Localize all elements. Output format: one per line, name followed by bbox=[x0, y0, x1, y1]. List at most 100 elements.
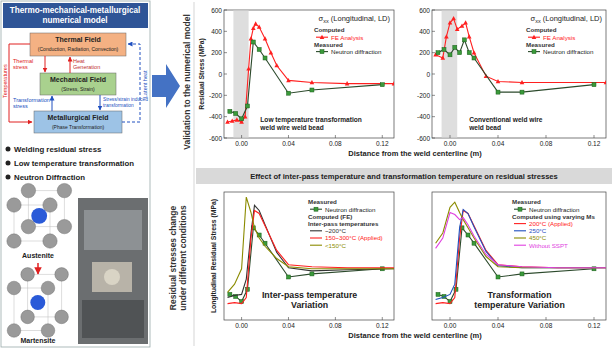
data-point bbox=[263, 36, 268, 40]
legend-text: <150°C bbox=[325, 242, 346, 249]
data-point bbox=[451, 16, 456, 20]
y-tick bbox=[224, 52, 227, 53]
atom bbox=[21, 310, 35, 324]
atom-center bbox=[31, 208, 47, 224]
plot-frame bbox=[432, 192, 606, 320]
x-tick-label: 0.00 bbox=[444, 322, 457, 329]
annotation: Low temperature transformation bbox=[260, 116, 362, 124]
atom bbox=[55, 268, 69, 282]
section-label: Validation to the numerical model bbox=[182, 14, 192, 150]
data-point bbox=[263, 56, 267, 60]
data-point bbox=[442, 47, 446, 51]
data-point bbox=[520, 90, 524, 94]
y-tick bbox=[224, 31, 227, 32]
lattice bbox=[7, 183, 72, 248]
x-tick bbox=[450, 317, 451, 320]
y-tick-label: -400 bbox=[209, 113, 222, 120]
x-tick-label: 0.12 bbox=[376, 140, 389, 147]
y-axis-label: Longitudinal Residual Stress (MPa) bbox=[210, 199, 218, 313]
legend-text: FE Analysis bbox=[331, 34, 363, 41]
data-point bbox=[458, 51, 462, 55]
x-axis-label: Distance from the weld centerline (m) bbox=[348, 149, 482, 158]
series-line bbox=[228, 210, 394, 303]
field-name: Mechanical Field bbox=[50, 76, 106, 83]
lattice-edges bbox=[14, 274, 62, 330]
series-line bbox=[230, 42, 382, 119]
legend-text: Neutron diffraction bbox=[529, 206, 580, 213]
weld-bead-region bbox=[442, 10, 458, 138]
legend-swatch bbox=[514, 223, 526, 224]
atom bbox=[55, 310, 69, 324]
y-tick-label: -400 bbox=[417, 113, 430, 120]
data-point bbox=[392, 81, 394, 85]
x-tick bbox=[335, 135, 336, 138]
y-tick-label: 400 bbox=[211, 28, 222, 35]
data-point bbox=[467, 34, 472, 38]
atom bbox=[7, 281, 21, 295]
annotation: weld bead bbox=[468, 124, 501, 131]
arrow-label: Temperatures bbox=[2, 64, 8, 98]
series-line bbox=[228, 197, 394, 292]
annotation: Transformation bbox=[488, 290, 552, 300]
arrow bbox=[9, 44, 32, 122]
x-tick-label: 0.04 bbox=[492, 140, 505, 147]
annotation: Inter-pass temperature bbox=[262, 290, 357, 300]
data-point bbox=[462, 38, 466, 42]
plot-frame bbox=[224, 10, 394, 138]
data-point bbox=[496, 275, 500, 279]
y-tick-label: 400 bbox=[419, 28, 430, 35]
data-point bbox=[453, 45, 457, 49]
series-line bbox=[438, 40, 594, 92]
data-point bbox=[257, 47, 261, 51]
y-tick bbox=[432, 74, 435, 75]
photo-detail bbox=[92, 262, 132, 292]
arrow-label: Latent heat bbox=[142, 70, 148, 98]
x-tick bbox=[546, 135, 547, 138]
data-point bbox=[251, 40, 255, 44]
chart-title: σxx (Longitudinal, LD) bbox=[531, 14, 603, 24]
plot-area bbox=[225, 21, 394, 123]
legend-heading: Inter-pass temperatures bbox=[308, 220, 379, 227]
data-point bbox=[466, 233, 470, 237]
atom bbox=[21, 268, 35, 282]
annotation: temperature Variation bbox=[474, 300, 564, 310]
data-point bbox=[257, 25, 262, 29]
data-point bbox=[253, 21, 258, 25]
arrow-label: transformation bbox=[103, 103, 134, 108]
y-tick-label: 600 bbox=[419, 7, 430, 14]
y-tick-label: -600 bbox=[209, 135, 222, 142]
divider bbox=[194, 2, 195, 346]
legend-swatch bbox=[514, 230, 526, 231]
legend-heading: Measured bbox=[526, 41, 555, 48]
data-point bbox=[310, 80, 315, 84]
data-point bbox=[444, 34, 449, 38]
atom bbox=[43, 234, 57, 248]
y-tick bbox=[224, 138, 227, 139]
atom bbox=[41, 281, 55, 295]
legend-text: Neutron diffraction bbox=[325, 206, 376, 213]
x-tick-label: 0.04 bbox=[282, 322, 295, 329]
y-tick-label: 0 bbox=[218, 71, 222, 78]
x-tick bbox=[546, 317, 547, 320]
field-box bbox=[30, 33, 126, 56]
bullet-text: Welding residual stress bbox=[14, 145, 102, 154]
plot-frame bbox=[224, 192, 394, 320]
field-detail: (Conduction, Radiation, Convection) bbox=[38, 46, 119, 52]
x-tick-label: 0.08 bbox=[540, 322, 553, 329]
data-point bbox=[520, 80, 525, 84]
data-point bbox=[225, 120, 230, 124]
arrow bbox=[122, 44, 140, 122]
x-tick bbox=[594, 135, 595, 138]
data-point bbox=[496, 79, 501, 83]
legend-text: 150~300°C (Applied) bbox=[325, 234, 383, 241]
y-tick-label: 0 bbox=[426, 71, 430, 78]
y-tick-label: 200 bbox=[419, 49, 430, 56]
arrow bbox=[37, 263, 39, 274]
field-box bbox=[40, 73, 116, 95]
y-tick bbox=[432, 52, 435, 53]
figure: Thermo-mechanical-metallurgicalnumerical… bbox=[0, 0, 613, 348]
legend-marker bbox=[532, 35, 537, 39]
atom bbox=[57, 183, 71, 197]
x-axis-label: Distance from the weld centerline (m) bbox=[348, 331, 482, 340]
arrow-label: stress bbox=[13, 103, 28, 109]
